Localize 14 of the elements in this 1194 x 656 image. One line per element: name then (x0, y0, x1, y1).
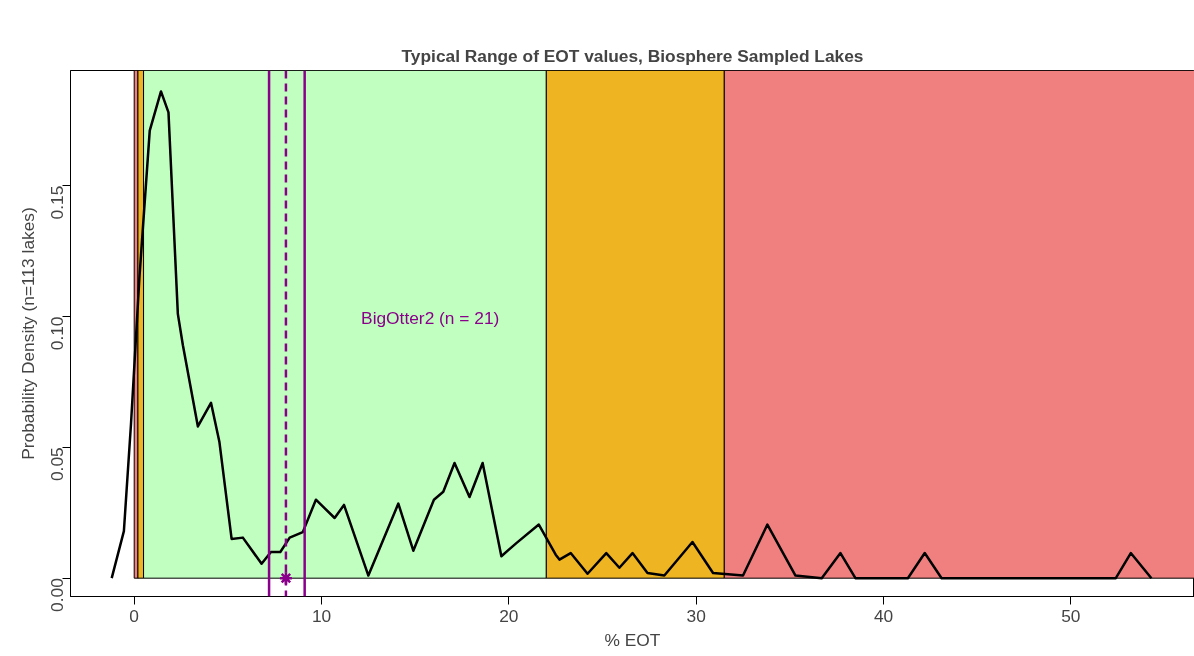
y-tick-label: 0.15 (47, 185, 68, 220)
x-axis-title: % EOT (604, 629, 661, 650)
annotation: BigOtter2 (n = 21) (361, 307, 500, 328)
y-tick-label: 0.00 (47, 578, 68, 612)
x-tick-label: 0 (129, 605, 140, 626)
x-tick-label: 20 (499, 605, 519, 626)
x-tick-label: 50 (1061, 605, 1081, 626)
y-tick-label: 0.05 (47, 447, 68, 482)
x-tick-label: 40 (873, 605, 894, 626)
y-tick-label: 0.10 (47, 316, 68, 351)
x-tick-label: 30 (686, 605, 706, 626)
chart-title: Typical Range of EOT values, Biosphere Sampled Lakes (401, 45, 864, 66)
y-axis-title: Probability Density (n=113 lakes) (17, 207, 38, 460)
x-tick-label: 10 (311, 605, 332, 626)
